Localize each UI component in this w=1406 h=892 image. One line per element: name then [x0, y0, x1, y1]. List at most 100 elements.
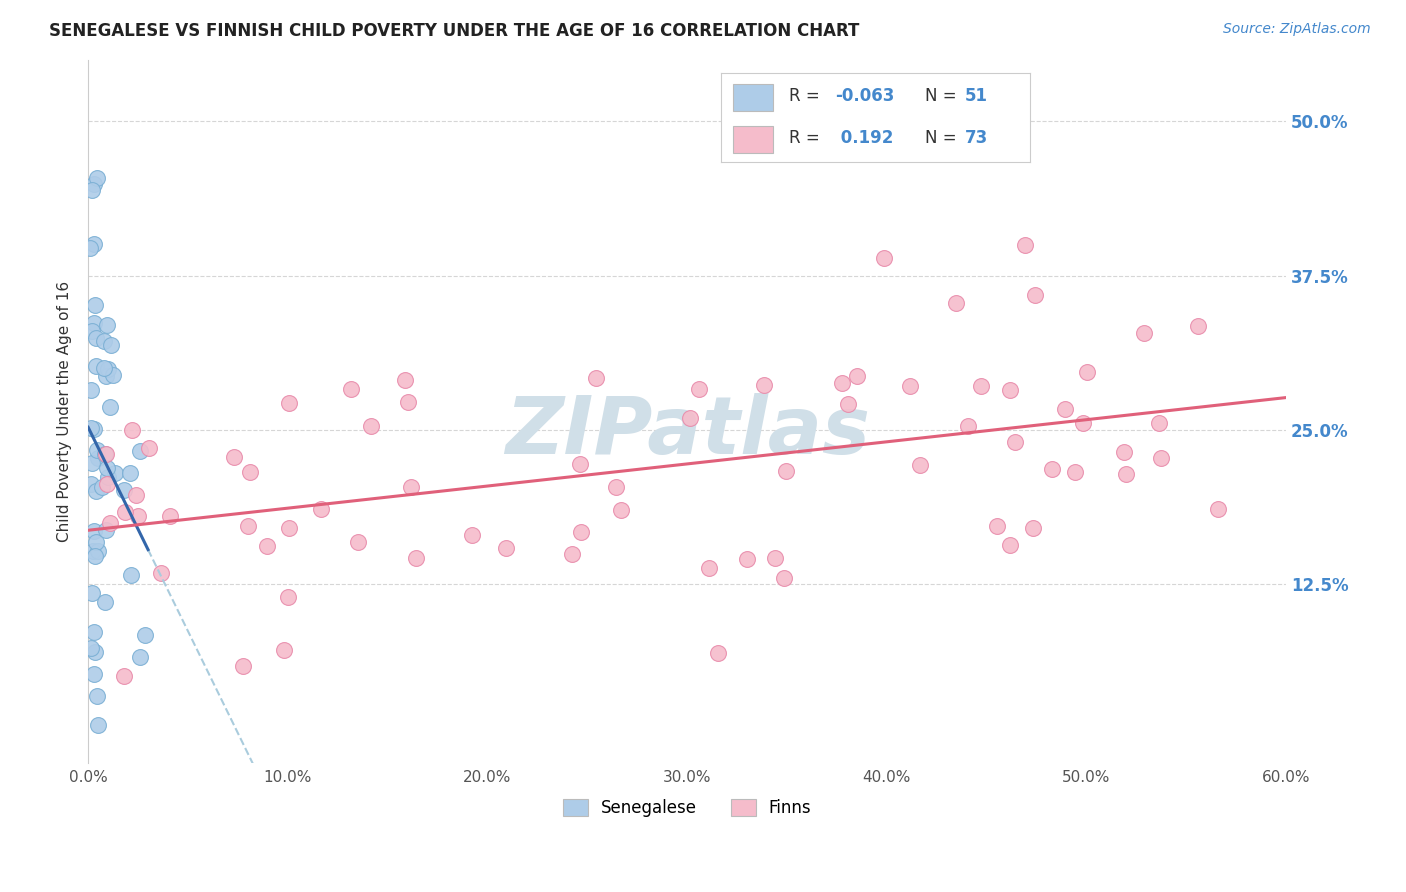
- Point: [149, 566, 172, 580]
- Point: [93, 361, 115, 376]
- Point: [82, 585, 104, 599]
- Text: 51: 51: [965, 87, 988, 105]
- Point: [112, 669, 135, 683]
- Point: [84, 331, 107, 345]
- Point: [94, 368, 117, 383]
- Point: [461, 528, 484, 542]
- Point: [585, 370, 607, 384]
- Point: [94, 523, 117, 537]
- Point: [405, 551, 427, 566]
- Point: [97, 469, 120, 483]
- Point: [1206, 502, 1229, 516]
- Point: [1112, 444, 1135, 458]
- Point: [845, 369, 868, 384]
- Point: [127, 508, 149, 523]
- Point: [83, 316, 105, 330]
- Point: [159, 508, 181, 523]
- Point: [1071, 416, 1094, 430]
- Point: [96, 318, 118, 333]
- Point: [86, 443, 108, 458]
- Point: [277, 521, 299, 535]
- Point: [114, 505, 136, 519]
- Point: [399, 480, 422, 494]
- Point: [775, 464, 797, 478]
- Point: [908, 458, 931, 472]
- Point: [83, 625, 105, 640]
- Point: [360, 419, 382, 434]
- Point: [80, 182, 103, 196]
- Point: [96, 476, 118, 491]
- Point: [100, 338, 122, 352]
- Point: [232, 658, 254, 673]
- Point: [134, 628, 156, 642]
- Point: [129, 650, 152, 665]
- Point: [1053, 402, 1076, 417]
- Point: [94, 595, 117, 609]
- Point: [394, 373, 416, 387]
- Text: Source: ZipAtlas.com: Source: ZipAtlas.com: [1223, 22, 1371, 37]
- Point: [957, 418, 980, 433]
- Point: [998, 538, 1021, 552]
- Point: [93, 334, 115, 349]
- Text: R =: R =: [789, 87, 820, 105]
- Point: [80, 477, 103, 491]
- Point: [763, 551, 786, 566]
- Point: [1014, 237, 1036, 252]
- Point: [138, 441, 160, 455]
- Point: [121, 423, 143, 437]
- Point: [1115, 467, 1137, 481]
- Point: [396, 395, 419, 409]
- Point: [1150, 451, 1173, 466]
- Point: [83, 237, 105, 252]
- Point: [772, 571, 794, 585]
- Point: [79, 383, 101, 397]
- Point: [340, 382, 363, 396]
- Point: [688, 382, 710, 396]
- Text: -0.063: -0.063: [835, 87, 894, 105]
- Point: [96, 461, 118, 475]
- Point: [97, 362, 120, 376]
- Y-axis label: Child Poverty Under the Age of 16: Child Poverty Under the Age of 16: [58, 281, 72, 542]
- Point: [86, 689, 108, 703]
- Point: [998, 383, 1021, 397]
- Point: [569, 525, 592, 540]
- Legend: Senegalese, Finns: Senegalese, Finns: [554, 790, 820, 825]
- Point: [84, 645, 107, 659]
- Point: [125, 488, 148, 502]
- Point: [84, 549, 107, 563]
- Point: [80, 641, 103, 656]
- Point: [609, 502, 631, 516]
- Point: [83, 298, 105, 312]
- Point: [82, 543, 104, 558]
- Bar: [733, 127, 773, 153]
- Point: [98, 400, 121, 414]
- Point: [96, 447, 118, 461]
- Point: [128, 443, 150, 458]
- Point: [1149, 416, 1171, 430]
- Bar: [733, 85, 773, 112]
- Point: [94, 447, 117, 461]
- Point: [120, 466, 142, 480]
- Point: [104, 466, 127, 480]
- Point: [605, 480, 627, 494]
- Point: [87, 718, 110, 732]
- Point: [84, 535, 107, 549]
- Point: [1132, 326, 1154, 341]
- Text: SENEGALESE VS FINNISH CHILD POVERTY UNDER THE AGE OF 16 CORRELATION CHART: SENEGALESE VS FINNISH CHILD POVERTY UNDE…: [49, 22, 859, 40]
- Point: [969, 379, 991, 393]
- Point: [707, 646, 730, 660]
- Point: [945, 296, 967, 310]
- Point: [752, 378, 775, 392]
- Point: [86, 171, 108, 186]
- Point: [256, 539, 278, 553]
- Point: [83, 524, 105, 538]
- Point: [898, 379, 921, 393]
- Point: [561, 547, 583, 561]
- Point: [83, 666, 105, 681]
- Point: [103, 368, 125, 382]
- Text: N =: N =: [925, 87, 956, 105]
- Point: [224, 450, 246, 465]
- Text: 0.192: 0.192: [835, 129, 893, 147]
- Text: 73: 73: [965, 129, 988, 147]
- Point: [236, 519, 259, 533]
